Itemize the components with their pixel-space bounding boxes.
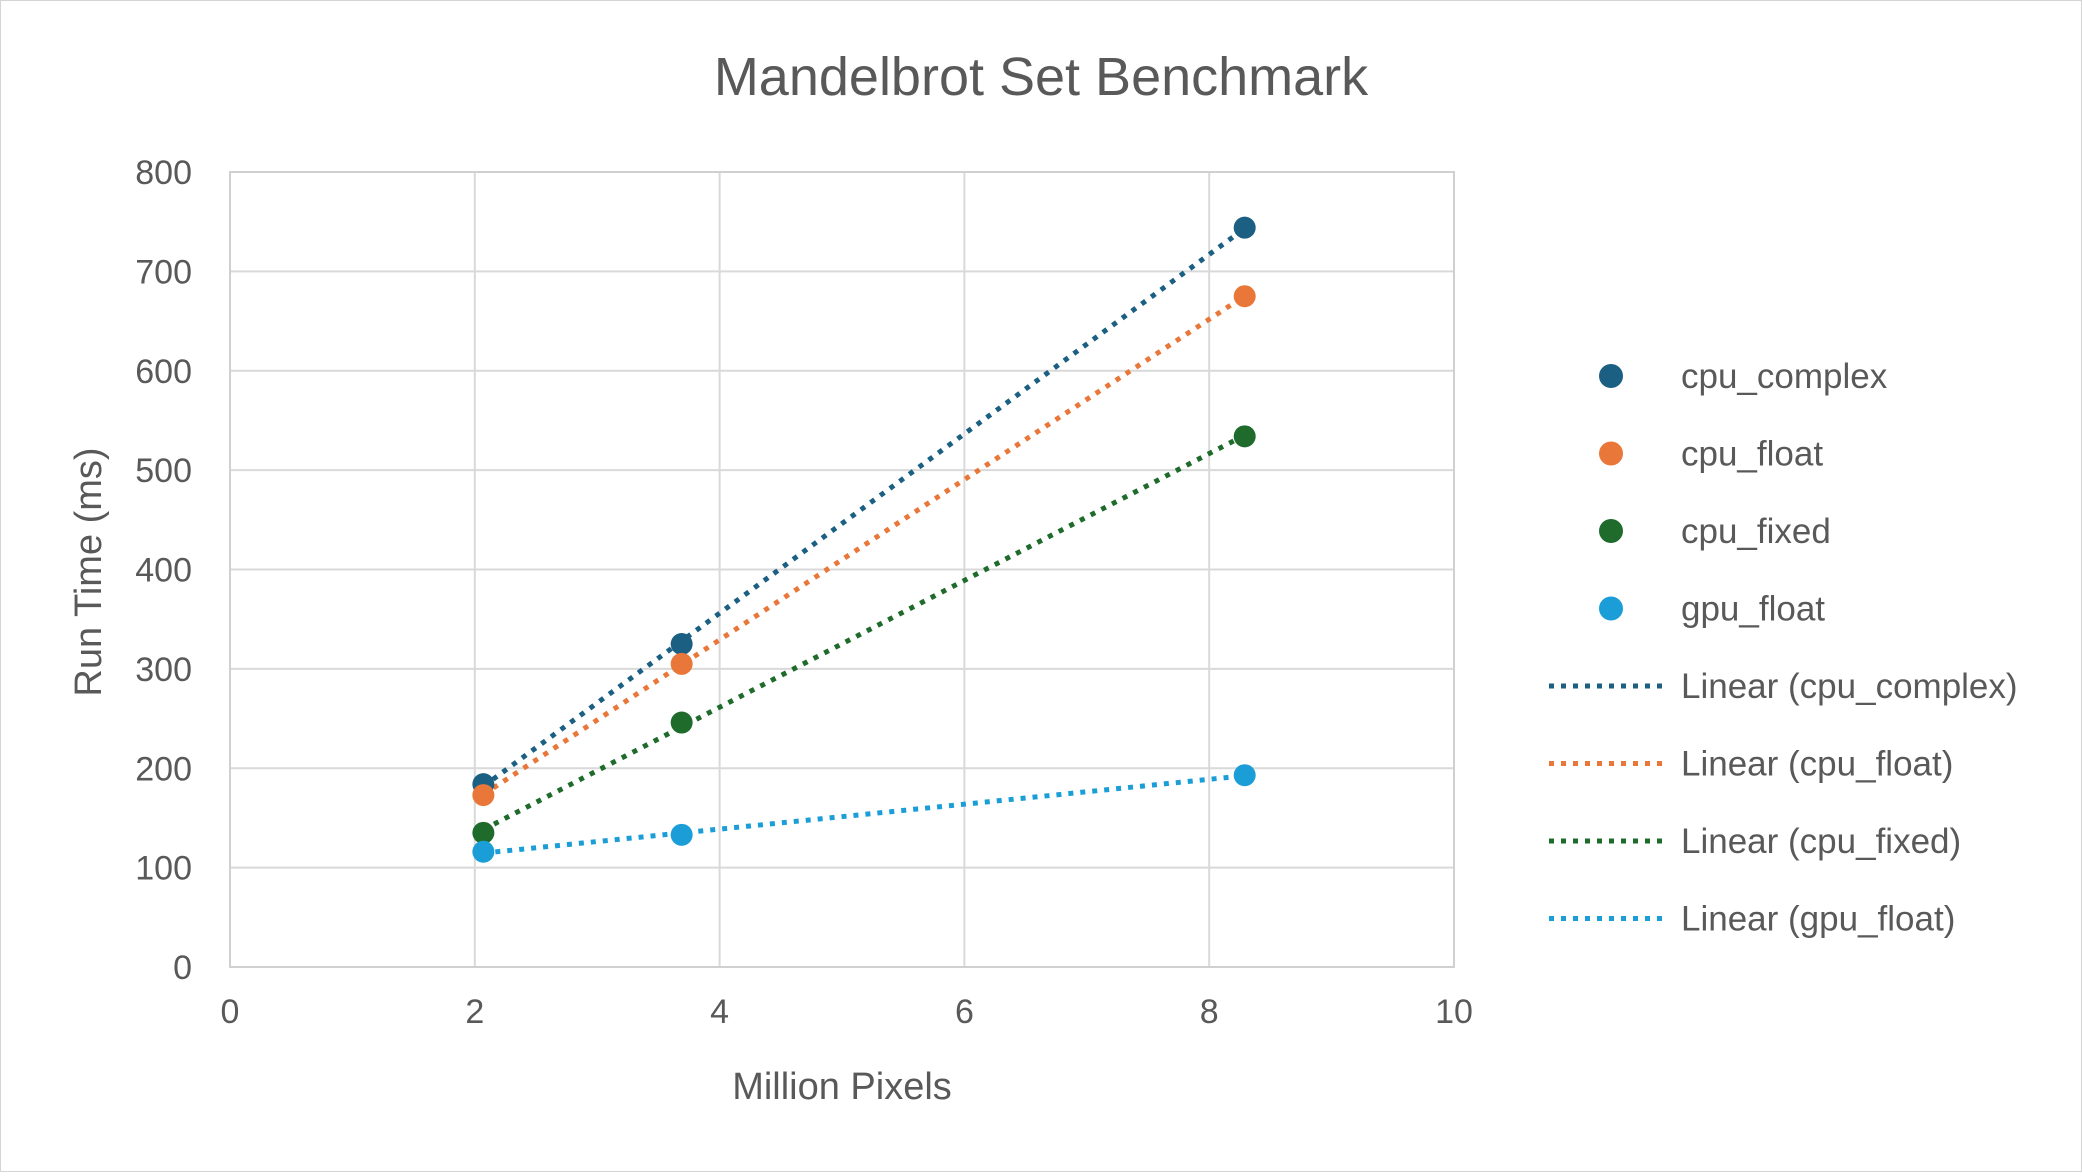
point-gpu_float-1 [670, 823, 693, 846]
legend-label-trend-cpu_float: Linear (cpu_float) [1681, 745, 1953, 784]
y-tick-label-6: 600 [135, 353, 192, 391]
y-axis-title: Run Time (ms) [68, 447, 110, 696]
y-tick-label-2: 200 [135, 750, 192, 788]
chart-title: Mandelbrot Set Benchmark [714, 47, 1369, 107]
point-cpu_float-1 [670, 652, 693, 675]
legend-marker-cpu_fixed [1599, 519, 1623, 543]
point-gpu_float-2 [1233, 764, 1256, 787]
y-tick-label-3: 300 [135, 651, 192, 689]
point-gpu_float-0 [472, 840, 495, 863]
legend-marker-cpu_float [1599, 441, 1623, 466]
x-tick-label-2: 4 [710, 993, 729, 1031]
trendline-cpu_complex [481, 226, 1247, 789]
point-cpu_complex-1 [670, 633, 693, 656]
y-tick-label-4: 400 [135, 552, 192, 590]
point-cpu_float-2 [1233, 285, 1256, 308]
y-tick-label-8: 800 [135, 154, 192, 192]
plot-area [229, 171, 1455, 968]
grid-lines [229, 171, 1455, 968]
y-tick-label-1: 100 [135, 850, 192, 888]
point-cpu_fixed-0 [472, 821, 495, 844]
legend-marker-gpu_float [1599, 596, 1623, 621]
point-cpu_fixed-1 [670, 711, 693, 734]
trendline-cpu_fixed [482, 432, 1246, 832]
x-tick-label-1: 2 [465, 993, 484, 1031]
point-cpu_float-0 [472, 784, 495, 807]
x-axis-title: Million Pixels [732, 1066, 952, 1108]
legend-marker-cpu_complex [1599, 364, 1623, 388]
x-tick-label-5: 10 [1435, 993, 1473, 1031]
legend-label-trend-cpu_complex: Linear (cpu_complex) [1681, 667, 2018, 706]
data-points [472, 216, 1256, 863]
trendlines [481, 226, 1247, 856]
trendline-cpu_float [481, 293, 1247, 797]
legend: cpu_complex cpu_float cpu_fixed gpu_float Li… [1549, 357, 2018, 939]
point-cpu_fixed-2 [1233, 425, 1256, 448]
y-tick-label-5: 500 [135, 452, 192, 490]
x-tick-label-4: 8 [1200, 993, 1219, 1031]
legend-label-trend-cpu_fixed: Linear (cpu_fixed) [1681, 822, 1961, 861]
legend-label-cpu_complex: cpu_complex [1681, 357, 1888, 396]
legend-label-gpu_float: gpu_float [1681, 590, 1825, 629]
point-cpu_complex-2 [1233, 216, 1256, 239]
y-tick-label-7: 700 [135, 253, 192, 291]
x-tick-label-3: 6 [955, 993, 974, 1031]
x-tick-label-0: 0 [221, 993, 240, 1031]
legend-label-cpu_float: cpu_float [1681, 435, 1823, 474]
x-axis-ticks: 0 2 4 6 8 10 [221, 993, 1473, 1031]
y-tick-label-0: 0 [173, 949, 192, 987]
legend-label-cpu_fixed: cpu_fixed [1681, 512, 1831, 551]
y-axis-ticks: 0 100 200 300 400 500 600 700 800 [135, 154, 192, 987]
legend-label-trend-gpu_float: Linear (gpu_float) [1681, 900, 1955, 939]
trendline-gpu_float [483, 773, 1245, 856]
